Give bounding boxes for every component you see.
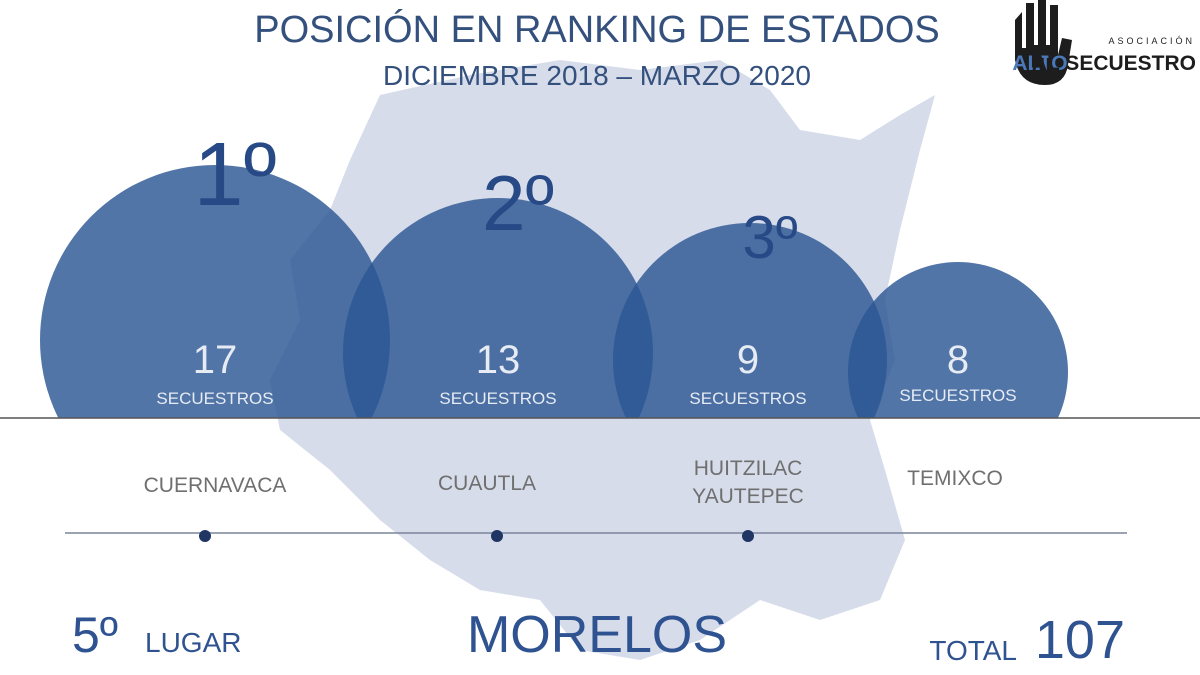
rank-circle: [343, 198, 653, 418]
logo: ASOCIACIÓN ALTO AL SECUESTRO: [1012, 0, 1196, 85]
municipality: YAUTEPEC: [692, 485, 804, 508]
logo-association: ASOCIACIÓN: [1108, 36, 1195, 46]
timeline-dot: [199, 530, 211, 542]
count-unit: SECUESTROS: [156, 389, 273, 408]
timeline-dot: [742, 530, 754, 542]
logo-hand: [1015, 0, 1072, 85]
place-label: LUGAR: [145, 627, 241, 658]
kidnap-count: 13: [476, 338, 521, 382]
rank-circle: [848, 262, 1068, 418]
total-label: TOTAL: [929, 635, 1017, 666]
rank-number: 1º: [194, 125, 277, 225]
municipality: CUAUTLA: [438, 472, 536, 495]
kidnap-count: 8: [947, 338, 969, 382]
municipality: CUERNAVACA: [144, 474, 287, 497]
municipality: TEMIXCO: [907, 467, 1003, 490]
kidnap-count: 17: [193, 338, 238, 382]
place-rank: 5º: [72, 607, 118, 663]
state-name: MORELOS: [467, 606, 727, 664]
kidnap-count: 9: [737, 338, 759, 382]
timeline-dot: [491, 530, 503, 542]
count-unit: SECUESTROS: [689, 389, 806, 408]
municipality: HUITZILAC: [694, 457, 803, 480]
title: POSICIÓN EN RANKING DE ESTADOS: [254, 8, 940, 51]
count-unit: SECUESTROS: [439, 389, 556, 408]
rank-circle: [613, 223, 887, 418]
subtitle: DICIEMBRE 2018 – MARZO 2020: [383, 60, 811, 91]
logo-alto: ALTO: [1012, 52, 1067, 75]
rank-number: 3º: [742, 204, 797, 271]
count-unit: SECUESTROS: [899, 386, 1016, 405]
rank-circle: [40, 165, 390, 418]
rank-number: 2º: [482, 159, 554, 247]
logo-rest: AL SECUESTRO: [1032, 52, 1196, 75]
total-value: 107: [1035, 610, 1125, 670]
